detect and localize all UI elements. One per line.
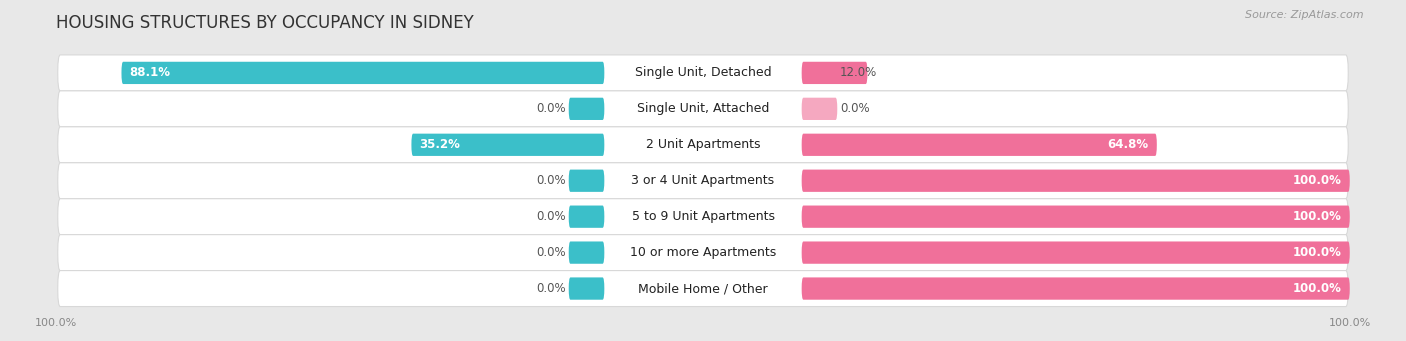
Text: Source: ZipAtlas.com: Source: ZipAtlas.com [1246,10,1364,20]
Text: 0.0%: 0.0% [839,102,870,115]
FancyBboxPatch shape [801,241,1350,264]
Text: 35.2%: 35.2% [419,138,461,151]
Text: 0.0%: 0.0% [536,174,567,187]
FancyBboxPatch shape [568,98,605,120]
Text: Mobile Home / Other: Mobile Home / Other [638,282,768,295]
Text: 2 Unit Apartments: 2 Unit Apartments [645,138,761,151]
Text: Single Unit, Detached: Single Unit, Detached [634,66,772,79]
FancyBboxPatch shape [801,206,1350,228]
Text: 3 or 4 Unit Apartments: 3 or 4 Unit Apartments [631,174,775,187]
Text: 12.0%: 12.0% [839,66,877,79]
FancyBboxPatch shape [801,62,868,84]
Text: HOUSING STRUCTURES BY OCCUPANCY IN SIDNEY: HOUSING STRUCTURES BY OCCUPANCY IN SIDNE… [56,14,474,32]
FancyBboxPatch shape [58,235,1348,271]
FancyBboxPatch shape [801,278,1350,300]
FancyBboxPatch shape [121,62,605,84]
FancyBboxPatch shape [58,199,1348,235]
FancyBboxPatch shape [568,278,605,300]
FancyBboxPatch shape [58,55,1348,91]
Text: 0.0%: 0.0% [536,246,567,259]
Text: 0.0%: 0.0% [536,102,567,115]
Text: 100.0%: 100.0% [1292,210,1341,223]
FancyBboxPatch shape [58,271,1348,307]
FancyBboxPatch shape [801,134,1157,156]
Text: 5 to 9 Unit Apartments: 5 to 9 Unit Apartments [631,210,775,223]
Text: 10 or more Apartments: 10 or more Apartments [630,246,776,259]
Text: 100.0%: 100.0% [1292,282,1341,295]
Text: 88.1%: 88.1% [129,66,170,79]
FancyBboxPatch shape [58,163,1348,199]
FancyBboxPatch shape [801,98,838,120]
FancyBboxPatch shape [568,241,605,264]
FancyBboxPatch shape [58,91,1348,127]
FancyBboxPatch shape [58,127,1348,163]
FancyBboxPatch shape [412,134,605,156]
FancyBboxPatch shape [801,169,1350,192]
Text: 100.0%: 100.0% [1292,246,1341,259]
Text: 100.0%: 100.0% [1292,174,1341,187]
Text: Single Unit, Attached: Single Unit, Attached [637,102,769,115]
Text: 0.0%: 0.0% [536,282,567,295]
FancyBboxPatch shape [568,206,605,228]
Text: 64.8%: 64.8% [1108,138,1149,151]
FancyBboxPatch shape [568,169,605,192]
Text: 0.0%: 0.0% [536,210,567,223]
